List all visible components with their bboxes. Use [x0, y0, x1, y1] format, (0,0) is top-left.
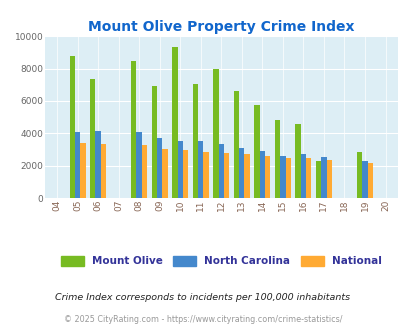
Bar: [172, 47, 177, 198]
Bar: [192, 84, 198, 198]
Bar: [157, 138, 162, 198]
Bar: [95, 131, 100, 198]
Bar: [285, 157, 290, 198]
Bar: [177, 141, 182, 198]
Bar: [279, 156, 285, 198]
Bar: [254, 105, 259, 198]
Bar: [320, 157, 326, 198]
Bar: [162, 149, 167, 198]
Bar: [141, 146, 147, 198]
Bar: [259, 151, 264, 198]
Bar: [182, 150, 188, 198]
Bar: [198, 141, 203, 198]
Bar: [367, 163, 372, 198]
Bar: [151, 86, 157, 198]
Bar: [300, 153, 305, 198]
Title: Mount Olive Property Crime Index: Mount Olive Property Crime Index: [88, 20, 354, 34]
Bar: [356, 152, 361, 198]
Bar: [326, 160, 331, 198]
Text: Crime Index corresponds to incidents per 100,000 inhabitants: Crime Index corresponds to incidents per…: [55, 293, 350, 302]
Bar: [218, 144, 224, 198]
Legend: Mount Olive, North Carolina, National: Mount Olive, North Carolina, National: [56, 252, 385, 271]
Bar: [305, 157, 311, 198]
Bar: [295, 124, 300, 198]
Bar: [315, 161, 320, 198]
Bar: [224, 153, 229, 198]
Bar: [244, 154, 249, 198]
Bar: [90, 79, 95, 198]
Bar: [100, 144, 106, 198]
Bar: [213, 69, 218, 198]
Bar: [69, 56, 75, 198]
Bar: [264, 156, 270, 198]
Bar: [274, 120, 279, 198]
Text: © 2025 CityRating.com - https://www.cityrating.com/crime-statistics/: © 2025 CityRating.com - https://www.city…: [64, 315, 341, 324]
Bar: [233, 91, 239, 198]
Bar: [136, 132, 141, 198]
Bar: [75, 132, 80, 198]
Bar: [131, 61, 136, 198]
Bar: [239, 148, 244, 198]
Bar: [361, 161, 367, 198]
Bar: [203, 152, 208, 198]
Bar: [80, 143, 85, 198]
